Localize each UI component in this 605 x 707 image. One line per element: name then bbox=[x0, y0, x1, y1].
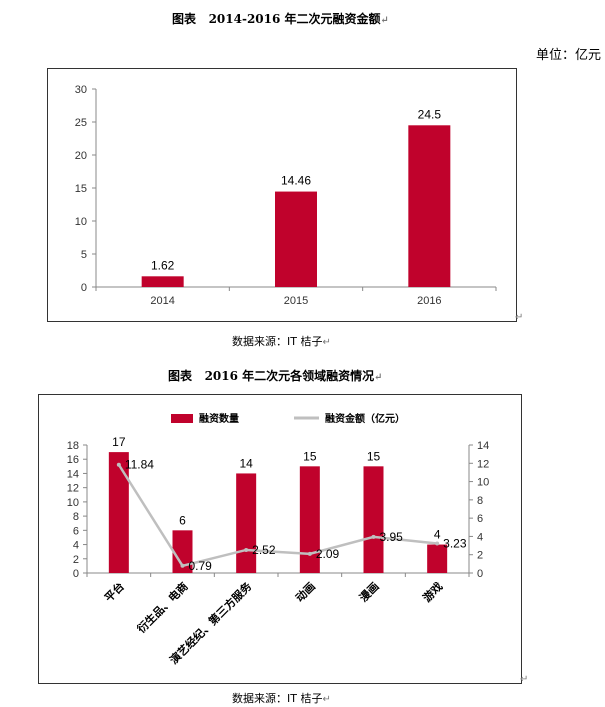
line-point bbox=[244, 547, 249, 552]
y-tick-label: 15 bbox=[75, 183, 87, 195]
bar bbox=[408, 125, 451, 287]
data-label: 1.62 bbox=[151, 258, 175, 272]
y-tick-label-left: 0 bbox=[73, 568, 79, 580]
x-tick-label: 衍生品、电商 bbox=[133, 579, 190, 636]
x-tick-label: 2015 bbox=[284, 295, 308, 307]
line-point bbox=[116, 462, 121, 467]
line-data-label: 3.23 bbox=[443, 536, 467, 550]
x-tick-label: 2014 bbox=[150, 295, 174, 307]
bar-data-label: 4 bbox=[434, 528, 441, 542]
chart1-caption-label: 图表 bbox=[172, 12, 197, 26]
line-data-label: 11.84 bbox=[125, 458, 154, 472]
legend-label: 融资数量 bbox=[199, 412, 239, 425]
data-label: 24.5 bbox=[418, 107, 442, 121]
y-tick-label: 20 bbox=[75, 150, 87, 162]
y-tick-label-right: 14 bbox=[477, 440, 489, 452]
bar bbox=[427, 544, 448, 573]
paragraph-mark: ↵ bbox=[380, 15, 389, 26]
y-tick-label-right: 6 bbox=[477, 513, 483, 525]
bar bbox=[275, 191, 317, 287]
line-point bbox=[307, 551, 312, 556]
x-tick-label: 动画 bbox=[292, 579, 317, 604]
y-tick-label-left: 4 bbox=[73, 540, 79, 552]
chart1-unit: 单位：亿元 bbox=[536, 48, 602, 63]
chart1-source: 数据来源：IT 桔子↵ bbox=[232, 333, 331, 349]
paragraph-mark: ↵ bbox=[520, 674, 529, 685]
paragraph-mark: ↵ bbox=[322, 694, 331, 705]
paragraph-mark: ↵ bbox=[374, 372, 383, 383]
line-data-label: 0.79 bbox=[189, 559, 213, 573]
y-tick-label: 0 bbox=[81, 282, 87, 294]
y-tick-label: 5 bbox=[81, 249, 87, 261]
x-tick-label: 平台 bbox=[101, 579, 126, 604]
y-tick-label-right: 2 bbox=[477, 550, 483, 562]
bar bbox=[363, 466, 384, 573]
chart2-caption-text: 2016 年二次元各领域融资情况 bbox=[204, 369, 375, 383]
chart2-caption: 图表 2016 年二次元各领域融资情况↵ bbox=[168, 367, 383, 384]
bar-data-label: 15 bbox=[367, 449, 381, 463]
chart1-caption: 图表 2014-2016 年二次元融资金额↵ bbox=[172, 10, 389, 27]
data-label: 14.46 bbox=[281, 174, 311, 188]
chart1-frame: 0 5 10 15 20 25 30 1.62 2014 14.46 2015 24.5 2016 bbox=[47, 68, 517, 322]
line-series bbox=[117, 464, 438, 568]
legend-label: 融资金额（亿元） bbox=[325, 412, 405, 425]
bar bbox=[141, 276, 184, 287]
x-tick-label: 漫画 bbox=[356, 579, 381, 604]
bar-data-label: 6 bbox=[179, 513, 186, 527]
y-tick-label: 25 bbox=[75, 117, 87, 129]
y-tick-label-left: 18 bbox=[67, 440, 79, 452]
legend-swatch-bar bbox=[171, 414, 193, 423]
y-tick-label-right: 4 bbox=[477, 531, 483, 543]
chart2-svg: 融资数量 融资金额（亿元） 0 2 4 6 8 10 12 14 16 18 0 2 4 6 8 10 12 14 17… bbox=[67, 412, 490, 667]
bar-data-label: 17 bbox=[112, 435, 126, 449]
bar bbox=[299, 466, 320, 573]
chart2-frame: 融资数量 融资金额（亿元） 0 2 4 6 8 10 12 14 16 18 0 2 4 6 8 10 12 14 17… bbox=[38, 394, 522, 684]
line-point bbox=[180, 563, 185, 568]
line-data-label: 2.09 bbox=[316, 547, 340, 561]
y-tick-label-left: 16 bbox=[67, 454, 79, 466]
chart1-source-text: 数据来源：IT 桔子 bbox=[232, 335, 323, 348]
line-point bbox=[371, 534, 376, 539]
chart2-caption-label: 图表 bbox=[168, 369, 193, 383]
y-tick-label-right: 10 bbox=[477, 477, 489, 489]
y-tick-label: 10 bbox=[75, 216, 87, 228]
bar-data-label: 14 bbox=[239, 456, 253, 470]
y-tick-label-left: 6 bbox=[73, 525, 79, 537]
y-tick-label-right: 0 bbox=[477, 568, 483, 580]
line-point bbox=[435, 541, 440, 546]
y-tick-label-left: 2 bbox=[73, 554, 79, 566]
chart2-source: 数据来源：IT 桔子↵ bbox=[232, 690, 331, 706]
chart1-svg: 0 5 10 15 20 25 30 1.62 2014 14.46 2015 24.5 2016 bbox=[75, 84, 497, 307]
y-tick-label-left: 14 bbox=[67, 468, 79, 480]
y-tick-label-left: 12 bbox=[67, 483, 79, 495]
paragraph-mark: ↵ bbox=[515, 312, 524, 323]
chart2-source-text: 数据来源：IT 桔子 bbox=[232, 692, 323, 705]
line-data-label: 2.52 bbox=[252, 543, 276, 557]
y-tick-label: 30 bbox=[75, 84, 87, 96]
chart1-caption-text: 2014-2016 年二次元融资金额 bbox=[208, 12, 381, 26]
y-tick-label-left: 8 bbox=[73, 511, 79, 523]
bar bbox=[108, 452, 129, 573]
bar bbox=[172, 530, 193, 573]
line-data-label: 3.95 bbox=[380, 530, 404, 544]
bar-data-label: 15 bbox=[303, 449, 317, 463]
bar bbox=[236, 473, 257, 573]
y-tick-label-left: 10 bbox=[67, 497, 79, 509]
x-tick-label: 游戏 bbox=[420, 579, 445, 604]
y-tick-label-right: 12 bbox=[477, 458, 489, 470]
paragraph-mark: ↵ bbox=[322, 337, 331, 348]
y-tick-label-right: 8 bbox=[477, 495, 483, 507]
x-tick-label: 2016 bbox=[417, 295, 441, 307]
